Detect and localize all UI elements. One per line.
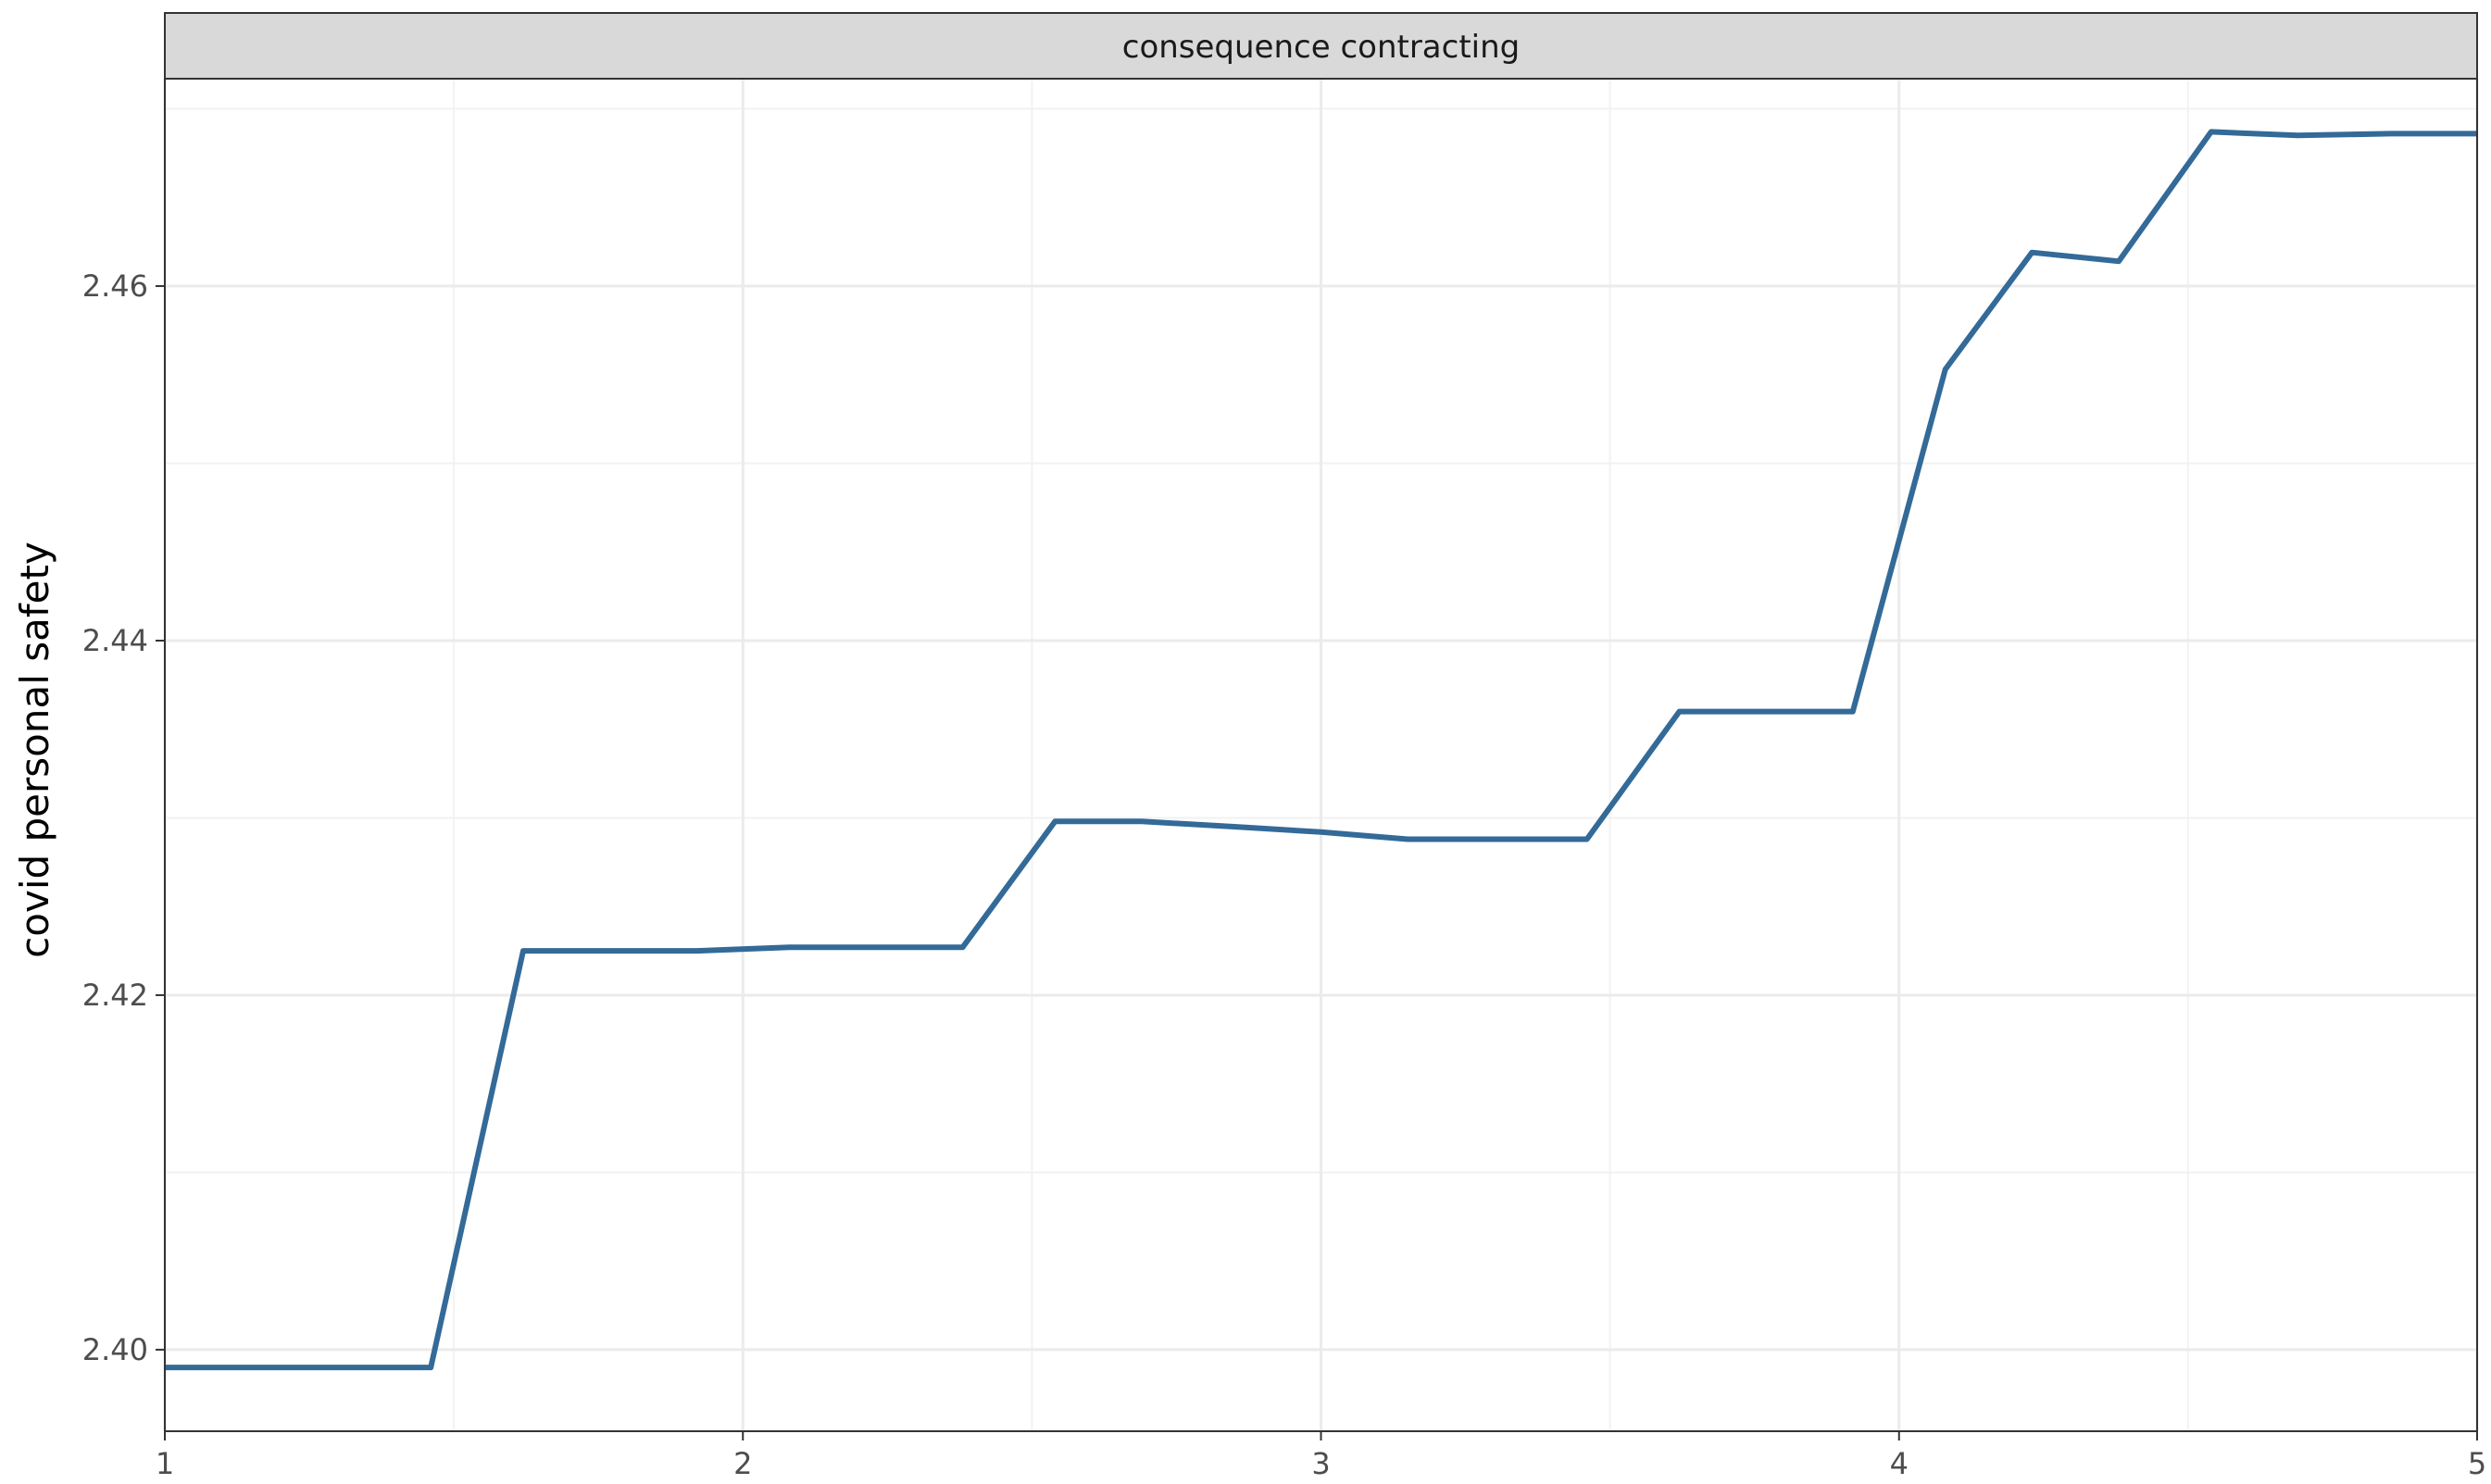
y-tick-label: 2.40 — [82, 1332, 148, 1367]
y-tick-label: 2.42 — [82, 978, 148, 1013]
facet-strip-label: consequence contracting — [1122, 29, 1520, 66]
x-tick-label: 1 — [156, 1446, 174, 1481]
major-gridlines — [165, 79, 2477, 1431]
y-tick-label: 2.46 — [82, 268, 148, 304]
x-tick-label: 5 — [2468, 1446, 2486, 1481]
x-tick-label: 2 — [733, 1446, 752, 1481]
x-tick-label: 3 — [1311, 1446, 1330, 1481]
y-axis: 2.40 2.42 2.44 2.46 — [82, 268, 165, 1367]
x-axis: 1 2 3 4 5 — [156, 1431, 2486, 1481]
y-axis-title: covid personal safety — [12, 542, 57, 958]
facet-strip: consequence contracting — [165, 13, 2477, 79]
x-tick-label: 4 — [1890, 1446, 1909, 1481]
y-tick-label: 2.44 — [82, 623, 148, 658]
